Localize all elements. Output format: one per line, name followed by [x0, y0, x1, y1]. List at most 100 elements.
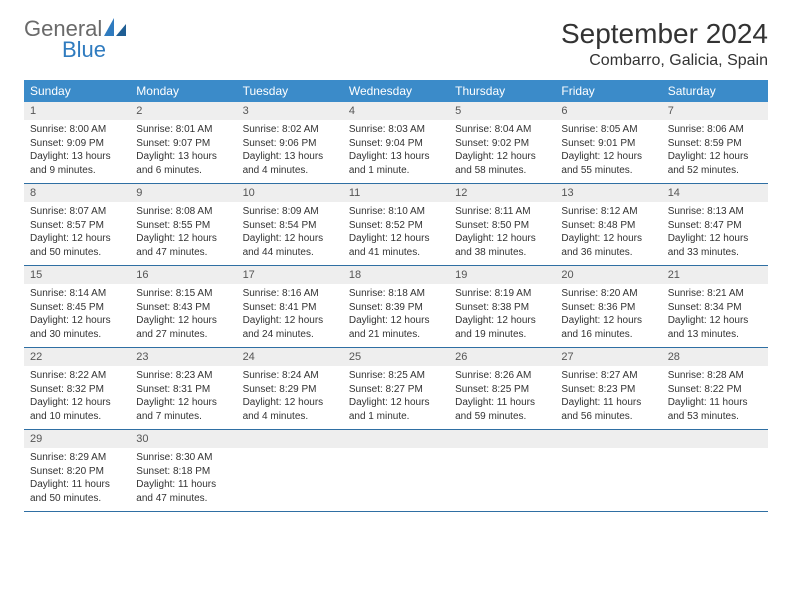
calendar-table: Sunday Monday Tuesday Wednesday Thursday…: [24, 80, 768, 512]
day-number: 7: [662, 102, 768, 120]
daylight-text: Daylight: 11 hours and 56 minutes.: [561, 396, 655, 423]
day-number: 25: [343, 348, 449, 366]
day-number: 29: [24, 430, 130, 448]
day-number: 12: [449, 184, 555, 202]
sunset-text: Sunset: 8:18 PM: [136, 465, 230, 479]
sunset-text: Sunset: 8:48 PM: [561, 219, 655, 233]
sunrise-text: Sunrise: 8:10 AM: [349, 205, 443, 219]
day-body: Sunrise: 8:02 AMSunset: 9:06 PMDaylight:…: [237, 120, 343, 183]
day-body: Sunrise: 8:08 AMSunset: 8:55 PMDaylight:…: [130, 202, 236, 265]
day-cell: 30Sunrise: 8:30 AMSunset: 8:18 PMDayligh…: [130, 430, 236, 512]
sunset-text: Sunset: 8:23 PM: [561, 383, 655, 397]
sunrise-text: Sunrise: 8:21 AM: [668, 287, 762, 301]
day-body: Sunrise: 8:28 AMSunset: 8:22 PMDaylight:…: [662, 366, 768, 429]
daylight-text: Daylight: 12 hours and 36 minutes.: [561, 232, 655, 259]
sunset-text: Sunset: 8:50 PM: [455, 219, 549, 233]
daylight-text: Daylight: 12 hours and 13 minutes.: [668, 314, 762, 341]
sunrise-text: Sunrise: 8:00 AM: [30, 123, 124, 137]
sunrise-text: Sunrise: 8:30 AM: [136, 451, 230, 465]
sunset-text: Sunset: 8:55 PM: [136, 219, 230, 233]
daylight-text: Daylight: 11 hours and 53 minutes.: [668, 396, 762, 423]
sunset-text: Sunset: 8:41 PM: [243, 301, 337, 315]
day-body: Sunrise: 8:03 AMSunset: 9:04 PMDaylight:…: [343, 120, 449, 183]
day-body: Sunrise: 8:09 AMSunset: 8:54 PMDaylight:…: [237, 202, 343, 265]
week-row: 15Sunrise: 8:14 AMSunset: 8:45 PMDayligh…: [24, 266, 768, 348]
day-cell: 27Sunrise: 8:27 AMSunset: 8:23 PMDayligh…: [555, 348, 661, 430]
day-body: Sunrise: 8:11 AMSunset: 8:50 PMDaylight:…: [449, 202, 555, 265]
day-cell: 19Sunrise: 8:19 AMSunset: 8:38 PMDayligh…: [449, 266, 555, 348]
sunrise-text: Sunrise: 8:15 AM: [136, 287, 230, 301]
empty-day-cell: [343, 430, 449, 512]
day-cell: 9Sunrise: 8:08 AMSunset: 8:55 PMDaylight…: [130, 184, 236, 266]
day-cell: 18Sunrise: 8:18 AMSunset: 8:39 PMDayligh…: [343, 266, 449, 348]
day-cell: 10Sunrise: 8:09 AMSunset: 8:54 PMDayligh…: [237, 184, 343, 266]
dow-sunday: Sunday: [24, 80, 130, 102]
daylight-text: Daylight: 12 hours and 44 minutes.: [243, 232, 337, 259]
dow-saturday: Saturday: [662, 80, 768, 102]
day-cell: 11Sunrise: 8:10 AMSunset: 8:52 PMDayligh…: [343, 184, 449, 266]
sunset-text: Sunset: 8:54 PM: [243, 219, 337, 233]
day-body: Sunrise: 8:07 AMSunset: 8:57 PMDaylight:…: [24, 202, 130, 265]
daylight-text: Daylight: 12 hours and 30 minutes.: [30, 314, 124, 341]
day-cell: 5Sunrise: 8:04 AMSunset: 9:02 PMDaylight…: [449, 102, 555, 184]
daylight-text: Daylight: 11 hours and 59 minutes.: [455, 396, 549, 423]
day-body: Sunrise: 8:05 AMSunset: 9:01 PMDaylight:…: [555, 120, 661, 183]
day-number: [343, 430, 449, 448]
day-body: Sunrise: 8:25 AMSunset: 8:27 PMDaylight:…: [343, 366, 449, 429]
day-number: 5: [449, 102, 555, 120]
daylight-text: Daylight: 12 hours and 33 minutes.: [668, 232, 762, 259]
month-title: September 2024: [561, 18, 768, 50]
sunrise-text: Sunrise: 8:03 AM: [349, 123, 443, 137]
day-number: 28: [662, 348, 768, 366]
sunrise-text: Sunrise: 8:29 AM: [30, 451, 124, 465]
daylight-text: Daylight: 12 hours and 52 minutes.: [668, 150, 762, 177]
sunset-text: Sunset: 9:06 PM: [243, 137, 337, 151]
week-row: 1Sunrise: 8:00 AMSunset: 9:09 PMDaylight…: [24, 102, 768, 184]
daylight-text: Daylight: 13 hours and 9 minutes.: [30, 150, 124, 177]
day-body: Sunrise: 8:22 AMSunset: 8:32 PMDaylight:…: [24, 366, 130, 429]
day-body: Sunrise: 8:04 AMSunset: 9:02 PMDaylight:…: [449, 120, 555, 183]
empty-day-cell: [555, 430, 661, 512]
sunset-text: Sunset: 9:09 PM: [30, 137, 124, 151]
day-body: Sunrise: 8:00 AMSunset: 9:09 PMDaylight:…: [24, 120, 130, 183]
day-cell: 28Sunrise: 8:28 AMSunset: 8:22 PMDayligh…: [662, 348, 768, 430]
sunset-text: Sunset: 8:59 PM: [668, 137, 762, 151]
day-cell: 6Sunrise: 8:05 AMSunset: 9:01 PMDaylight…: [555, 102, 661, 184]
logo-text-blue: Blue: [62, 39, 126, 61]
day-cell: 7Sunrise: 8:06 AMSunset: 8:59 PMDaylight…: [662, 102, 768, 184]
sunset-text: Sunset: 8:32 PM: [30, 383, 124, 397]
days-of-week-row: Sunday Monday Tuesday Wednesday Thursday…: [24, 80, 768, 102]
day-body: Sunrise: 8:29 AMSunset: 8:20 PMDaylight:…: [24, 448, 130, 511]
day-number: 2: [130, 102, 236, 120]
day-body: Sunrise: 8:27 AMSunset: 8:23 PMDaylight:…: [555, 366, 661, 429]
logo: General Blue: [24, 18, 126, 61]
dow-wednesday: Wednesday: [343, 80, 449, 102]
day-cell: 17Sunrise: 8:16 AMSunset: 8:41 PMDayligh…: [237, 266, 343, 348]
daylight-text: Daylight: 13 hours and 4 minutes.: [243, 150, 337, 177]
dow-tuesday: Tuesday: [237, 80, 343, 102]
sunrise-text: Sunrise: 8:24 AM: [243, 369, 337, 383]
day-number: 22: [24, 348, 130, 366]
day-body: [449, 448, 555, 506]
day-body: Sunrise: 8:13 AMSunset: 8:47 PMDaylight:…: [662, 202, 768, 265]
sunset-text: Sunset: 8:22 PM: [668, 383, 762, 397]
daylight-text: Daylight: 12 hours and 10 minutes.: [30, 396, 124, 423]
week-row: 8Sunrise: 8:07 AMSunset: 8:57 PMDaylight…: [24, 184, 768, 266]
day-number: 6: [555, 102, 661, 120]
day-number: 20: [555, 266, 661, 284]
day-body: Sunrise: 8:01 AMSunset: 9:07 PMDaylight:…: [130, 120, 236, 183]
sunset-text: Sunset: 8:25 PM: [455, 383, 549, 397]
day-cell: 26Sunrise: 8:26 AMSunset: 8:25 PMDayligh…: [449, 348, 555, 430]
day-body: Sunrise: 8:30 AMSunset: 8:18 PMDaylight:…: [130, 448, 236, 511]
day-body: [343, 448, 449, 506]
sunset-text: Sunset: 9:04 PM: [349, 137, 443, 151]
day-number: 19: [449, 266, 555, 284]
day-number: 15: [24, 266, 130, 284]
sunset-text: Sunset: 9:07 PM: [136, 137, 230, 151]
sunset-text: Sunset: 9:01 PM: [561, 137, 655, 151]
sunset-text: Sunset: 8:34 PM: [668, 301, 762, 315]
sunrise-text: Sunrise: 8:23 AM: [136, 369, 230, 383]
day-number: 16: [130, 266, 236, 284]
day-number: 26: [449, 348, 555, 366]
day-number: 14: [662, 184, 768, 202]
